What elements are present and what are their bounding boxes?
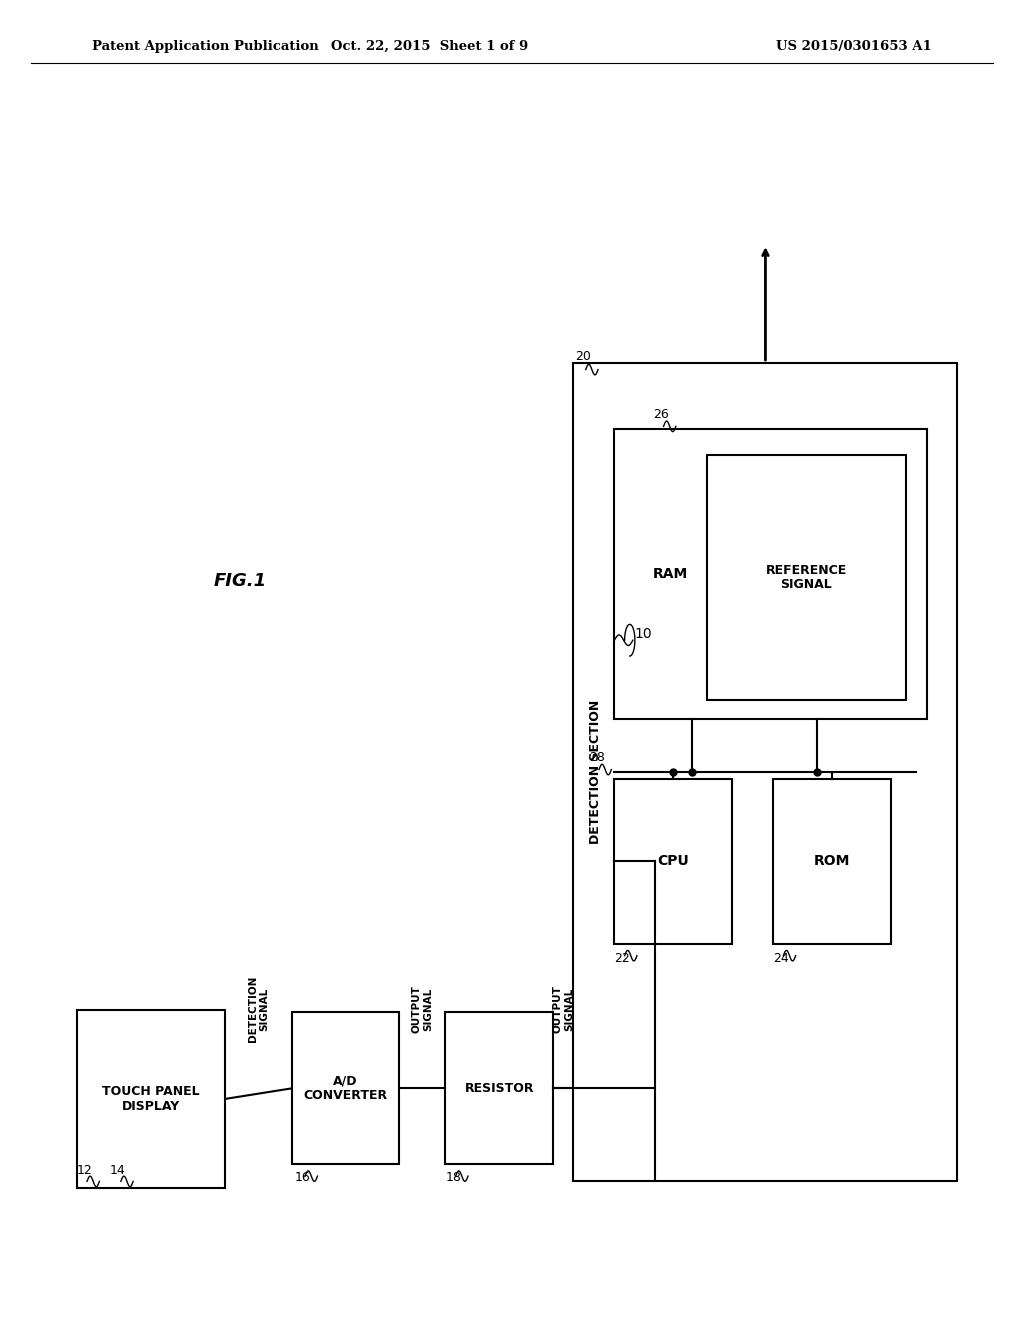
- Text: 18: 18: [445, 1171, 462, 1184]
- Text: 22: 22: [614, 952, 630, 965]
- Text: DETECTION SECTION: DETECTION SECTION: [590, 700, 602, 845]
- FancyBboxPatch shape: [573, 363, 957, 1181]
- Text: Patent Application Publication: Patent Application Publication: [92, 40, 318, 53]
- Text: FIG.1: FIG.1: [214, 572, 267, 590]
- FancyBboxPatch shape: [773, 779, 891, 944]
- Text: CPU: CPU: [657, 854, 689, 869]
- Text: 26: 26: [653, 408, 669, 421]
- Text: Oct. 22, 2015  Sheet 1 of 9: Oct. 22, 2015 Sheet 1 of 9: [332, 40, 528, 53]
- Text: US 2015/0301653 A1: US 2015/0301653 A1: [776, 40, 932, 53]
- FancyBboxPatch shape: [614, 429, 927, 719]
- Text: OUTPUT
SIGNAL: OUTPUT SIGNAL: [412, 985, 433, 1034]
- FancyBboxPatch shape: [707, 455, 906, 700]
- FancyBboxPatch shape: [77, 1010, 225, 1188]
- Text: 16: 16: [295, 1171, 310, 1184]
- Text: DETECTION
SIGNAL: DETECTION SIGNAL: [248, 975, 269, 1043]
- Text: REFERENCE
SIGNAL: REFERENCE SIGNAL: [766, 564, 847, 591]
- Text: ROM: ROM: [814, 854, 850, 869]
- Text: OUTPUT
SIGNAL: OUTPUT SIGNAL: [552, 985, 574, 1034]
- Text: A/D
CONVERTER: A/D CONVERTER: [303, 1074, 388, 1102]
- Text: 10: 10: [635, 627, 652, 640]
- Text: 24: 24: [773, 952, 788, 965]
- Text: 12: 12: [77, 1164, 92, 1177]
- FancyBboxPatch shape: [292, 1012, 399, 1164]
- Text: RESISTOR: RESISTOR: [465, 1082, 534, 1094]
- Text: 28: 28: [589, 751, 605, 764]
- FancyBboxPatch shape: [614, 779, 732, 944]
- Text: RAM: RAM: [653, 568, 688, 581]
- FancyBboxPatch shape: [445, 1012, 553, 1164]
- Text: 20: 20: [575, 350, 592, 363]
- Text: 14: 14: [110, 1164, 125, 1177]
- Text: TOUCH PANEL
DISPLAY: TOUCH PANEL DISPLAY: [102, 1085, 200, 1113]
